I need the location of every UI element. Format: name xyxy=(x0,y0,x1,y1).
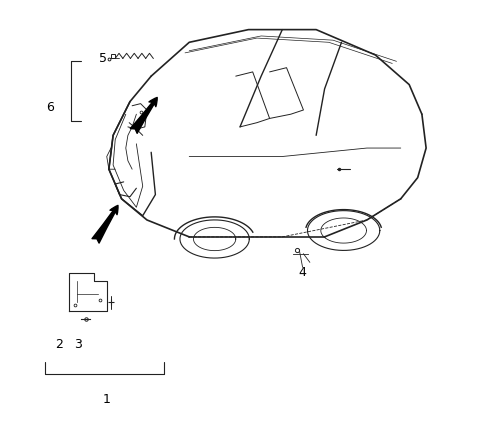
Text: 3: 3 xyxy=(74,338,83,351)
Text: 1: 1 xyxy=(103,393,111,406)
Text: 6: 6 xyxy=(47,102,54,114)
Text: 5: 5 xyxy=(98,52,107,65)
Text: 2: 2 xyxy=(55,338,63,351)
Text: 4: 4 xyxy=(299,266,307,279)
